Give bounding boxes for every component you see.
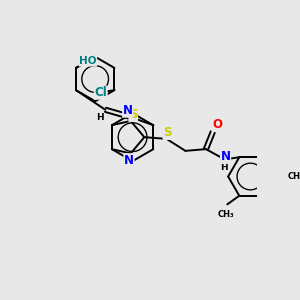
Text: S: S [163,126,172,140]
Text: CH₃: CH₃ [287,172,300,181]
Text: N: N [124,154,134,167]
Text: Cl: Cl [94,86,107,99]
Text: O: O [212,118,222,131]
Text: H: H [220,163,228,172]
Text: HO: HO [79,56,97,66]
Text: CH₃: CH₃ [217,210,234,219]
Text: N: N [123,104,133,117]
Text: S: S [129,108,137,122]
Text: N: N [220,150,231,163]
Text: H: H [97,113,104,122]
